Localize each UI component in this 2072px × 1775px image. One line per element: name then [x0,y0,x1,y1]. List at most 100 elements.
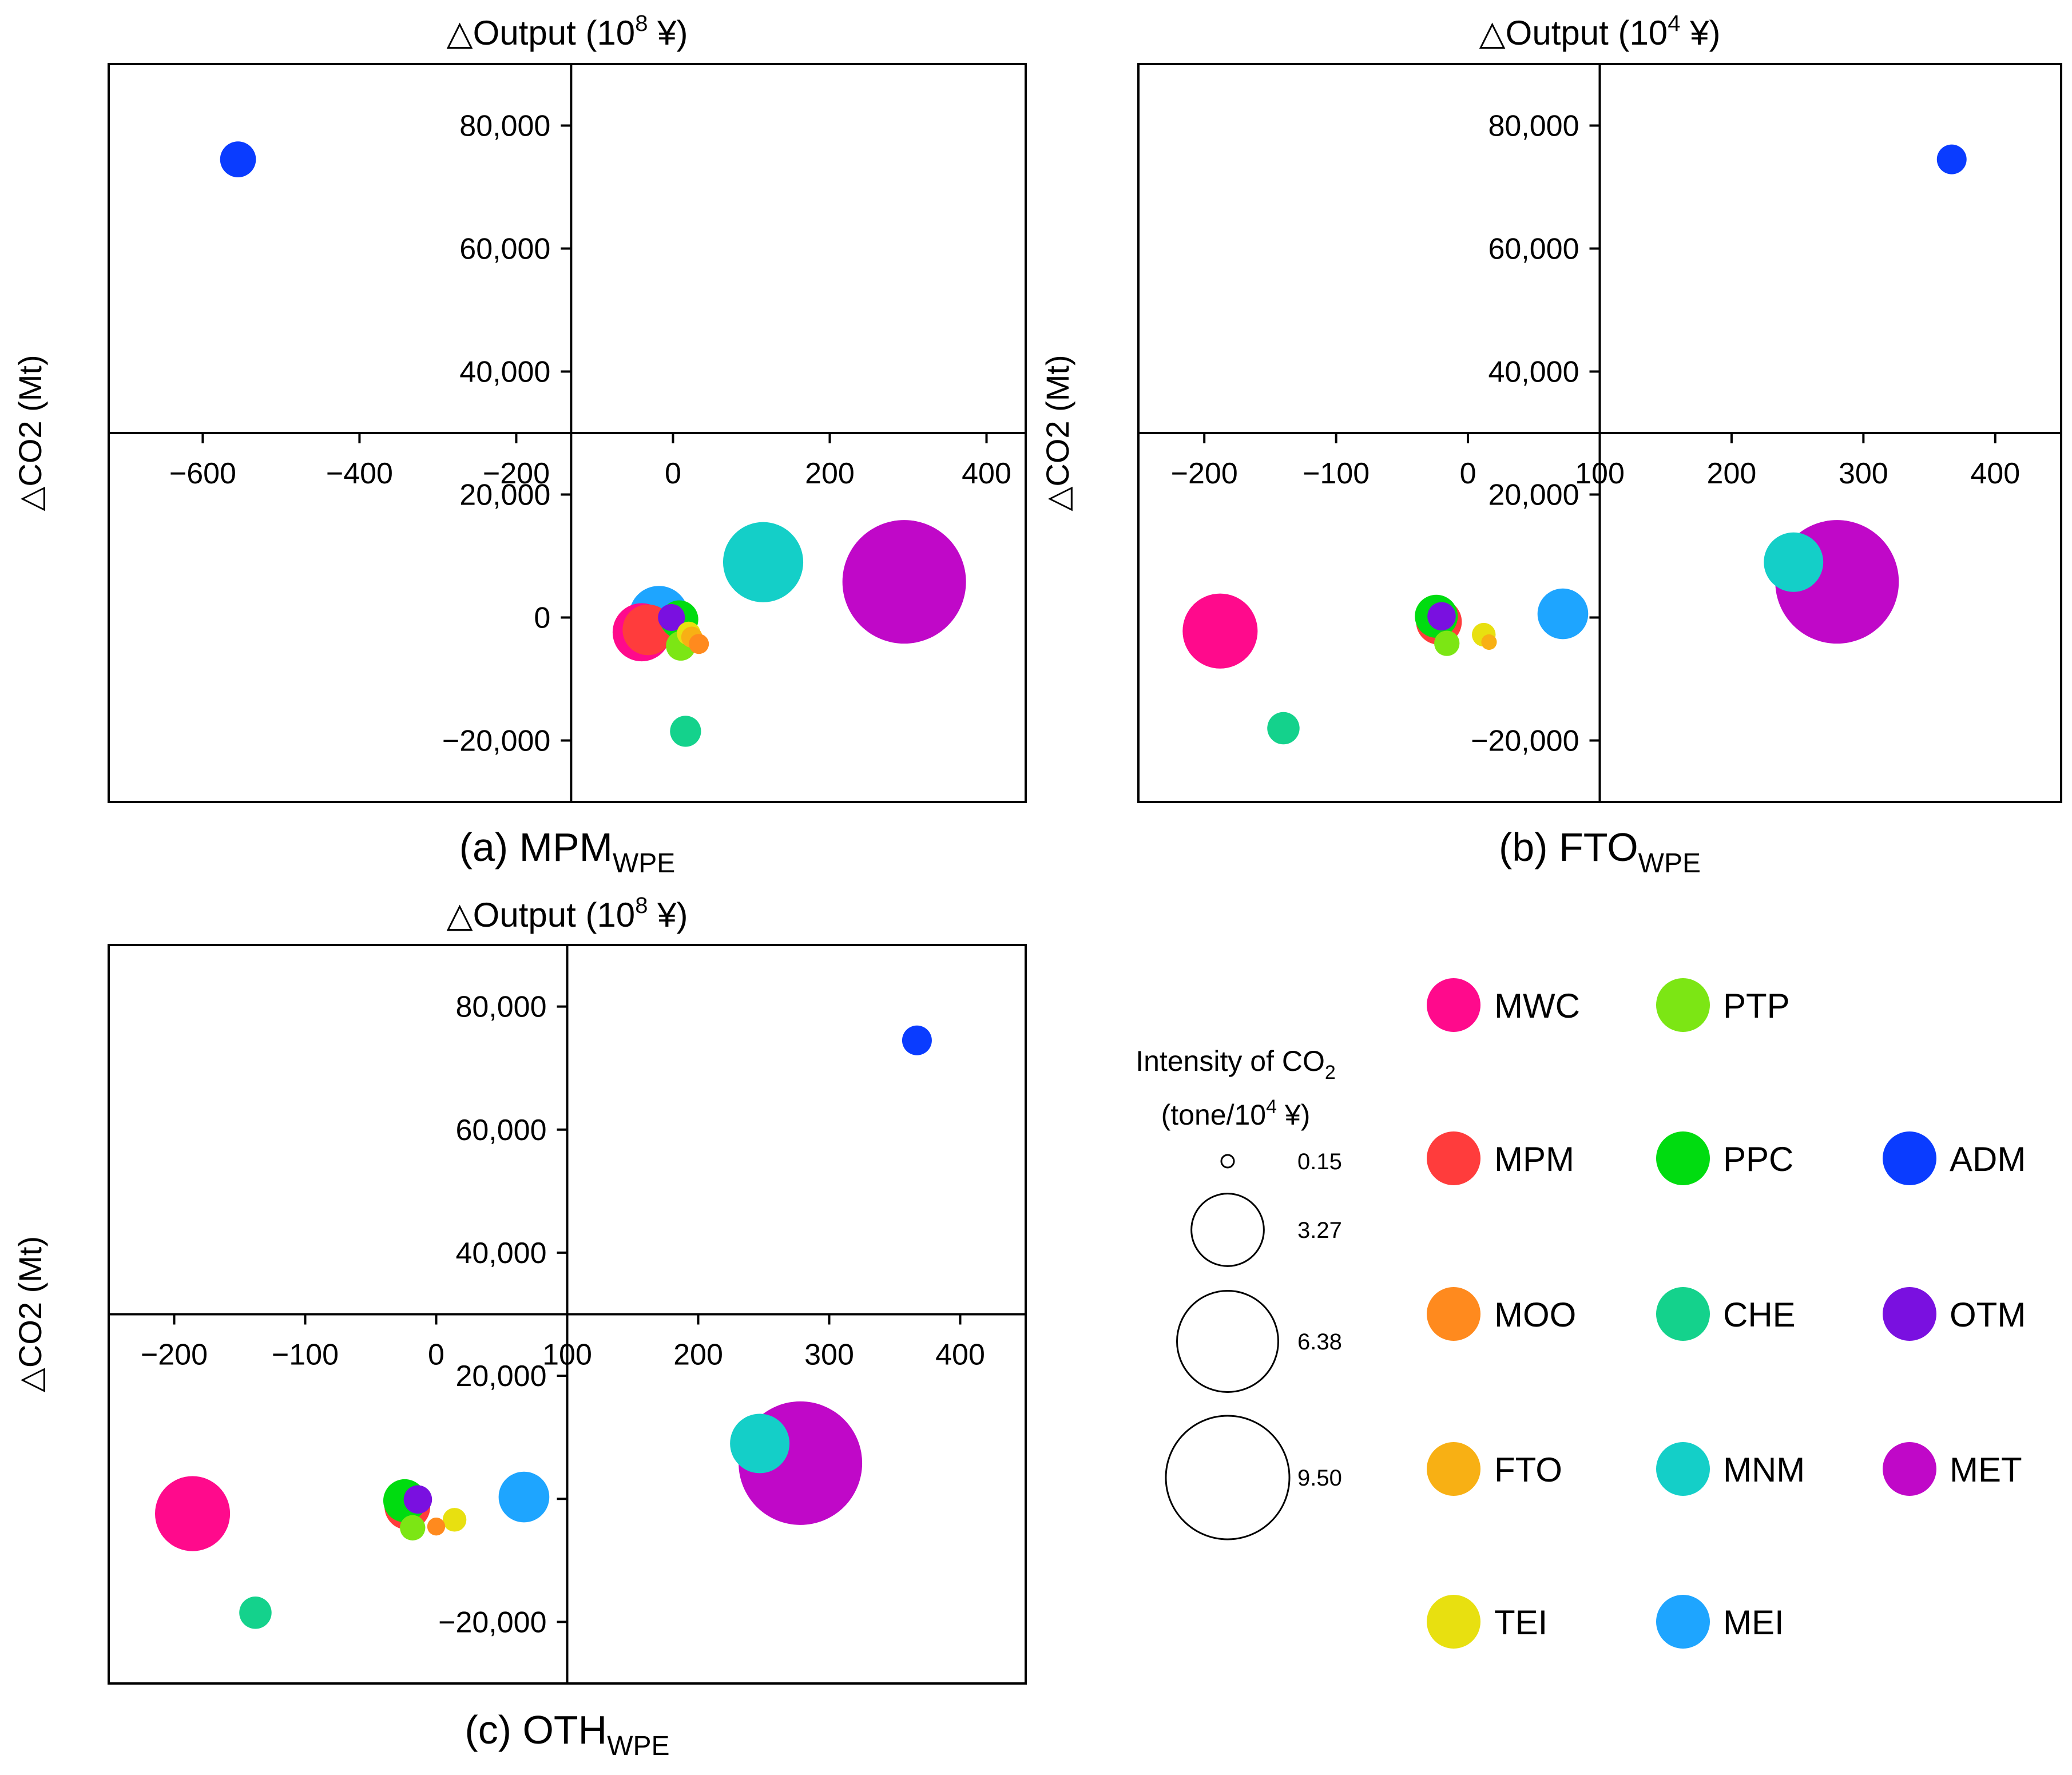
legend-label-mpm: MPM [1494,1140,1574,1178]
x-axis-title: △Output (108 ¥) [447,893,688,934]
bubble-mnm [723,522,804,602]
y-tick-label: 0 [534,602,550,635]
x-tick-label: 100 [1575,457,1625,490]
x-tick-label: 100 [542,1339,592,1372]
y-tick-label: 40,000 [455,1237,546,1270]
y-tick-label: 40,000 [1488,356,1579,389]
legend-swatch-mpm [1427,1131,1480,1185]
legend-swatch-che [1656,1287,1710,1341]
size-legend: Intensity of CO2 (tone/104 ¥) 0.15 3.27 6.… [1136,1045,1342,1540]
y-axis-title: △CO2 (Mt) [12,355,48,511]
x-tick-label: 300 [804,1339,854,1372]
bubble-mnm [1764,532,1824,592]
y-tick-label: 20,000 [455,1360,546,1393]
x-tick-label: 400 [1970,457,2020,490]
legend-label-met: MET [1950,1451,2022,1489]
legend-swatch-tei [1427,1595,1480,1649]
legend-swatch-ppc [1656,1131,1710,1185]
y-tick-label: 20,000 [1488,479,1579,512]
size-legend-title: Intensity of CO2 [1136,1045,1336,1083]
y-axis-title: △CO2 (Mt) [1039,355,1075,511]
size-legend-label: 9.50 [1297,1466,1342,1491]
legend-label-mei: MEI [1723,1603,1784,1642]
legend-swatch-fto [1427,1442,1480,1496]
legend-label-tei: TEI [1494,1603,1547,1642]
x-axis-title: △Output (104 ¥) [1479,11,1721,52]
legend-label-ptp: PTP [1723,987,1790,1025]
legend-label-otm: OTM [1950,1296,2026,1334]
bubble-fto [1481,634,1497,650]
bubble-adm [220,141,256,177]
bubble-otm [658,603,685,632]
bubble-ptp [1434,630,1460,656]
bubble-ptp [400,1515,426,1540]
size-legend-label: 6.38 [1297,1329,1342,1355]
x-tick-label: 0 [1460,457,1476,490]
legend-swatch-otm [1883,1287,1936,1341]
y-tick-label: 80,000 [455,991,546,1024]
legend-swatch-moo [1427,1287,1480,1341]
bubble-mwc [155,1476,231,1551]
bubble-moo [427,1517,446,1536]
size-legend-circle [1220,1154,1235,1169]
legend-swatch-mwc [1427,978,1480,1032]
size-legend-circle [1176,1289,1280,1393]
bubble-otm [403,1485,432,1514]
x-tick-label: 0 [665,457,681,490]
x-tick-label: −200 [483,457,550,490]
bubble-mwc [1182,593,1258,669]
size-legend-circle [1165,1415,1291,1540]
bubble-otm [1427,602,1456,631]
y-tick-label: 40,000 [459,356,550,389]
size-legend-circle [1190,1193,1265,1267]
y-tick-label: 80,000 [1488,110,1579,143]
x-tick-label: −400 [326,457,393,490]
panel-caption: (a) MPMWPE [459,825,676,879]
x-tick-label: −600 [169,457,236,490]
y-tick-label: −20,000 [442,725,550,758]
legend-label-fto: FTO [1494,1451,1562,1489]
y-tick-label: −20,000 [1471,725,1579,758]
x-tick-label: 0 [428,1339,444,1372]
chart-panel-3: −200−1000100200300400−20,000020,00040,00… [12,893,1027,1761]
x-tick-label: −100 [1303,457,1370,490]
legend-swatch-mnm [1656,1442,1710,1496]
bubble-mnm [730,1413,790,1474]
bubble-che [1267,712,1300,745]
chart-panel-1: −600 −400 −200 0 200 400 −20,000 0 20,000 40,000 6… [12,11,1027,879]
y-tick-label: 60,000 [455,1114,546,1147]
y-axis-title: △CO2 (Mt) [12,1236,48,1392]
size-legend-label: 3.27 [1297,1218,1342,1243]
legend-label-mnm: MNM [1723,1451,1805,1489]
bubble-adm [1936,144,1967,174]
legend-swatch-met [1883,1442,1936,1496]
panel-caption: (b) FTOWPE [1499,825,1701,879]
bubble-che [670,716,701,747]
bubble-adm [902,1025,932,1055]
x-tick-label: 300 [1839,457,1888,490]
bubble-mei [498,1471,550,1523]
size-legend-unit: (tone/104 ¥) [1161,1096,1311,1131]
legend-swatch-adm [1883,1131,1936,1185]
size-legend-label: 0.15 [1297,1149,1342,1174]
legend-label-mwc: MWC [1494,987,1580,1025]
x-tick-label: 200 [1707,457,1757,490]
bubble-che [239,1597,272,1629]
y-tick-label: 80,000 [459,110,550,143]
color-legend: MWC MPM MOO FTO TEI PTP PPC CHE MNM MEI ADM OTM MET [1427,978,2026,1649]
y-tick-label: 60,000 [459,233,550,266]
y-tick-label: 20,000 [459,479,550,512]
x-tick-label: −100 [272,1339,339,1372]
legend-label-ppc: PPC [1723,1140,1793,1178]
legend-label-adm: ADM [1950,1140,2026,1178]
y-tick-label: 60,000 [1488,233,1579,266]
chart-panels: −600 −400 −200 0 200 400 −20,000 0 20,000 40,000 6… [12,11,2062,1761]
x-tick-label: 200 [673,1339,723,1372]
bubble-met [842,520,966,644]
x-axis-title: △Output (108 ¥) [447,11,688,52]
panel-caption: (c) OTHWPE [465,1708,669,1761]
bubble-moo [689,634,709,654]
x-tick-label: 200 [805,457,855,490]
legend-label-che: CHE [1723,1296,1796,1334]
